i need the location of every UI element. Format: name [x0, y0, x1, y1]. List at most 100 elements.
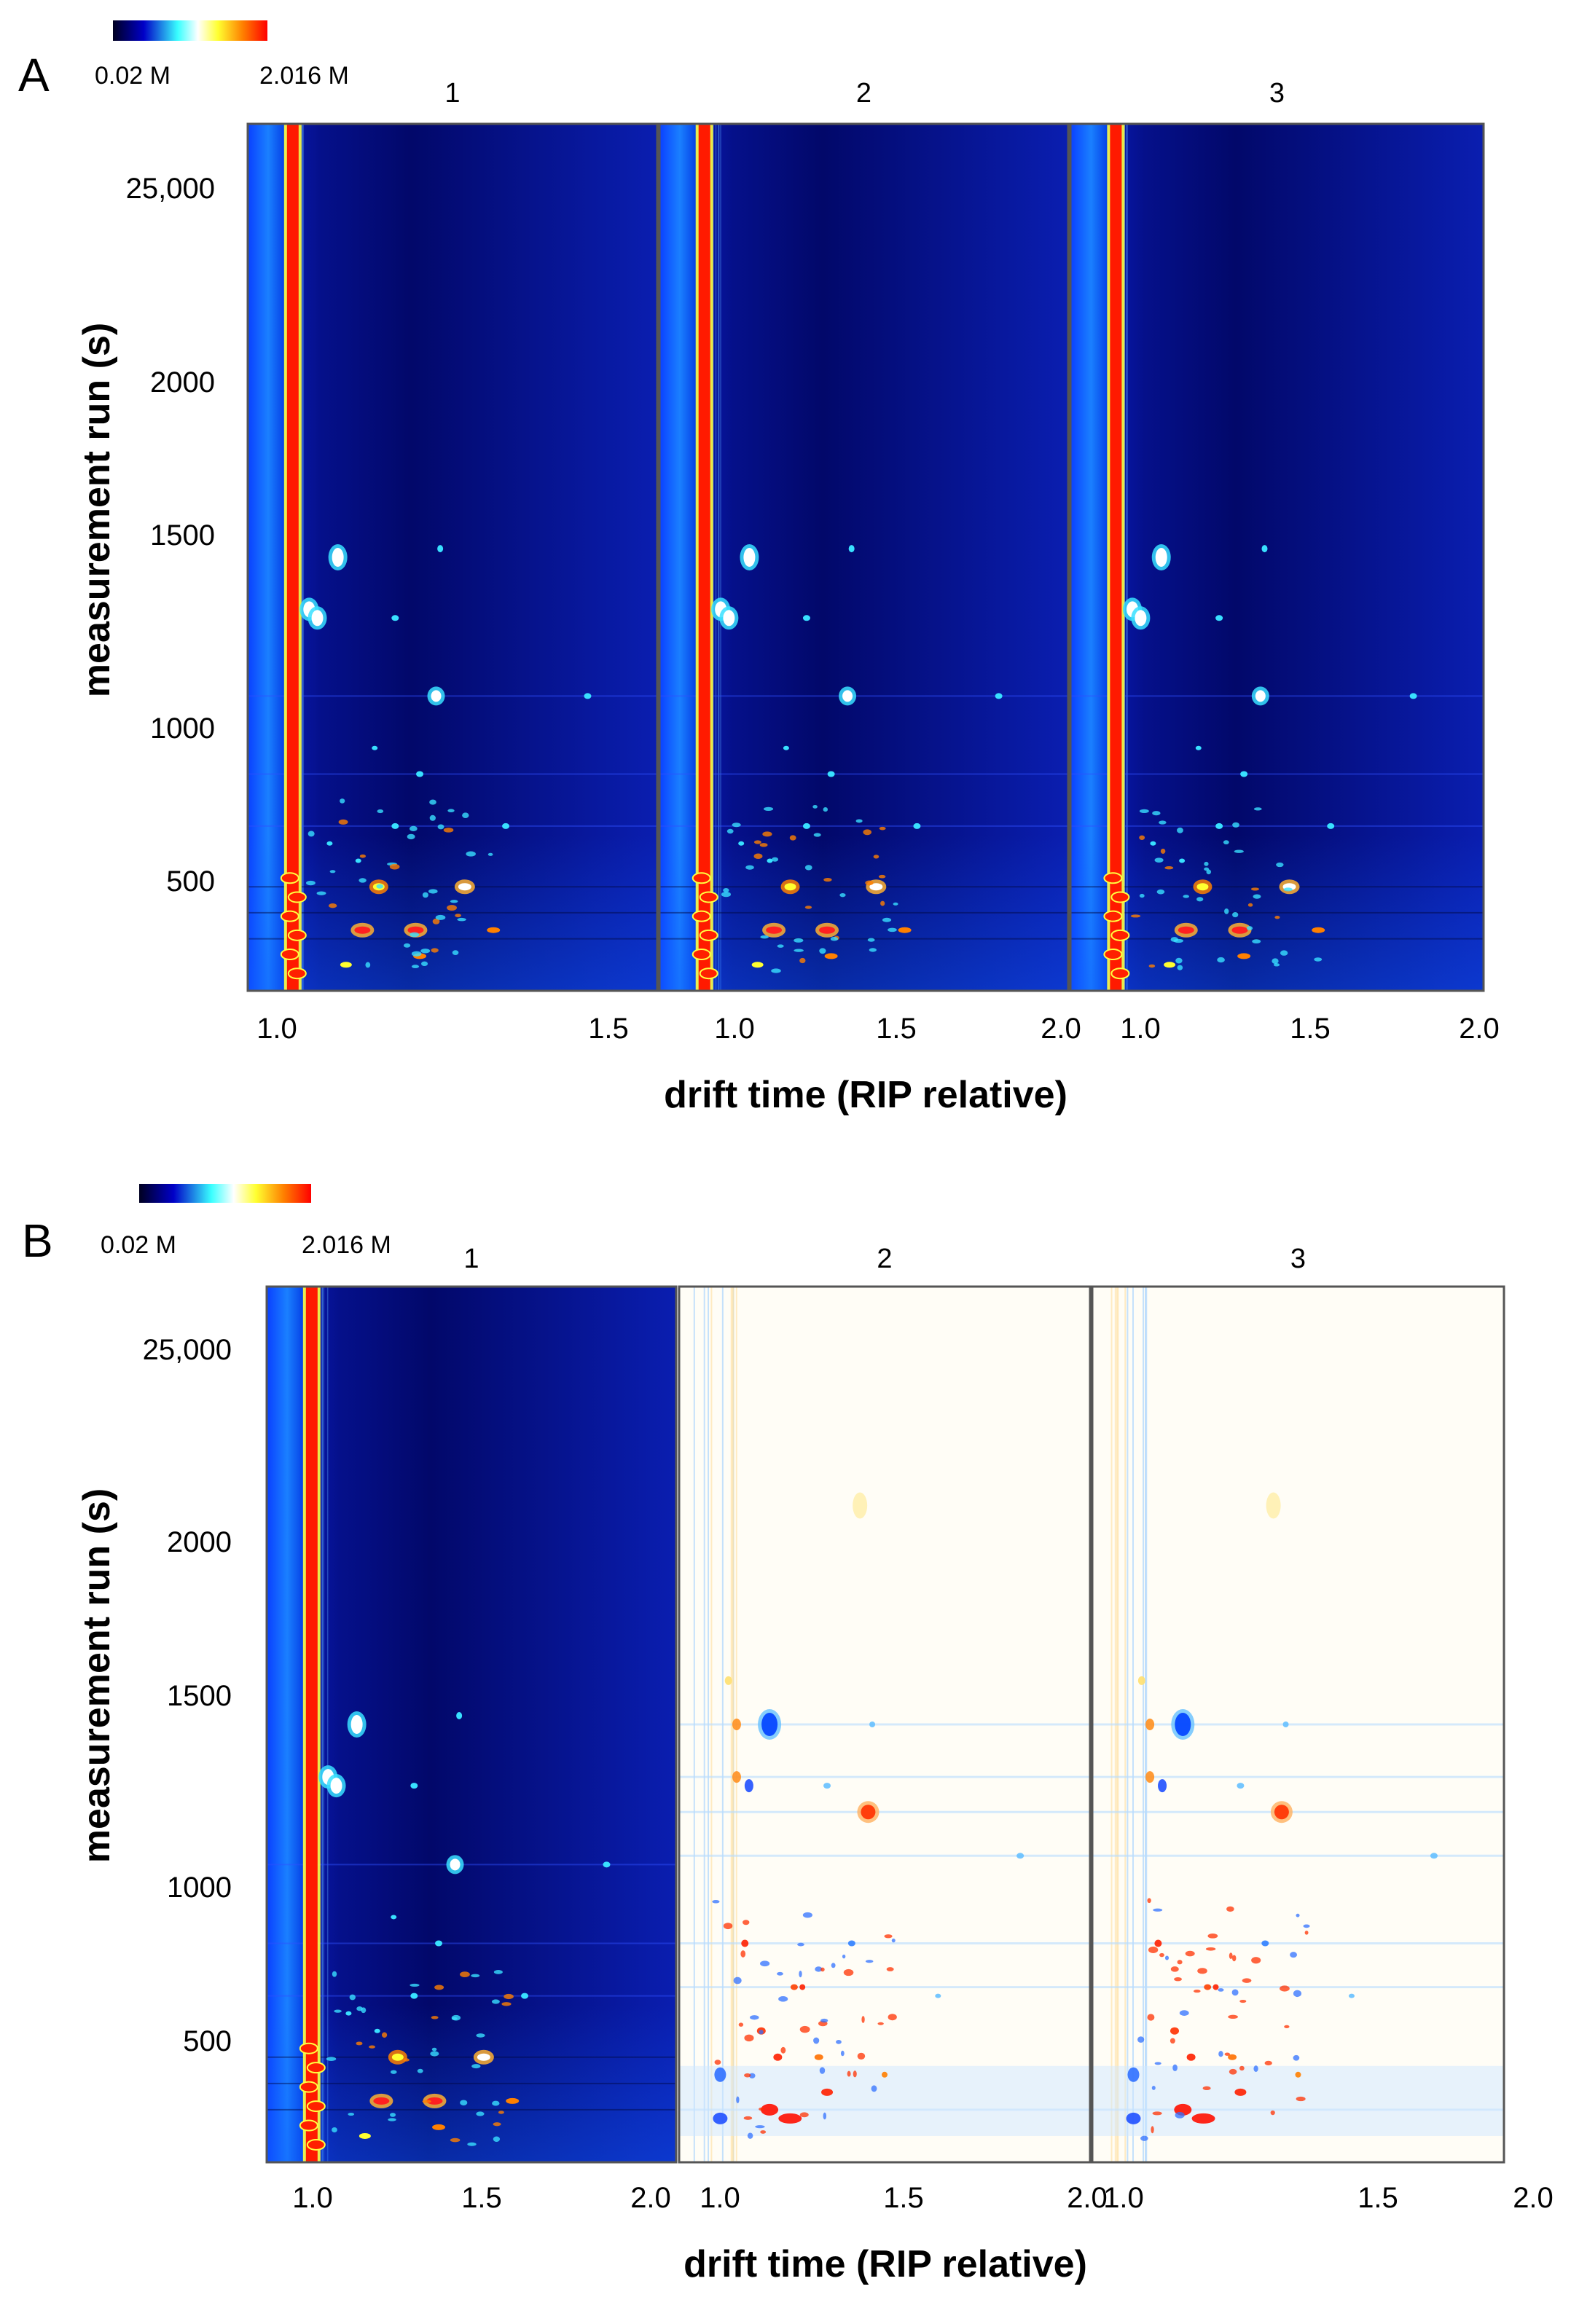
minor-spot [491, 1999, 500, 2004]
spot [790, 1984, 798, 1990]
minor-spot [1177, 827, 1183, 833]
minor-spot [1204, 861, 1209, 866]
minor-spot [1276, 862, 1284, 868]
subplot-frame [265, 1285, 678, 2164]
minor-spot [460, 2100, 468, 2106]
minor-spot [1303, 1924, 1310, 1928]
minor-spot [338, 819, 348, 825]
rip-node [692, 949, 711, 961]
rip-node [1110, 967, 1130, 980]
minor-spot [1177, 965, 1183, 970]
x-tick-label: 2.0 [1041, 1013, 1081, 1045]
minor-spot [714, 2060, 721, 2065]
spot [724, 1676, 732, 1685]
minor-spot [847, 2070, 851, 2077]
spot [345, 2011, 352, 2016]
minor-spot [348, 2112, 355, 2116]
spot [767, 858, 773, 863]
minor-spot [451, 2017, 458, 2020]
minor-spot [755, 2125, 765, 2129]
minor-spot [1205, 1947, 1216, 1951]
minor-spot [865, 880, 874, 886]
spot [1261, 1940, 1269, 1947]
minor-spot [390, 2070, 397, 2074]
minor-spot [888, 2014, 897, 2021]
spot [766, 926, 783, 934]
spot [1274, 1805, 1289, 1820]
minor-spot [437, 824, 444, 830]
minor-spot [450, 2137, 461, 2143]
spot [1126, 2112, 1141, 2124]
spot [332, 548, 344, 567]
spot [437, 545, 444, 553]
minor-spot [820, 2018, 828, 2023]
minor-spot [1247, 903, 1253, 907]
minor-spot [411, 951, 422, 957]
spot [1127, 2067, 1140, 2082]
spot [1295, 2071, 1301, 2078]
minor-spot [753, 853, 763, 860]
spot [372, 745, 378, 750]
minor-spot [1172, 2064, 1178, 2072]
spot [506, 2097, 520, 2104]
subplot-3: 3 [1069, 78, 1485, 992]
spot [1158, 1779, 1167, 1793]
x-tick-label: 1.5 [876, 1013, 917, 1045]
minor-spot [760, 1960, 770, 1967]
minor-spot [1252, 939, 1261, 944]
spot [391, 1915, 397, 1920]
spot [1186, 2053, 1196, 2061]
colorbar-min-label: 0.02 M [101, 1231, 176, 1259]
minor-spot [443, 828, 454, 833]
minor-spot [823, 2112, 827, 2120]
minor-spot [382, 2032, 388, 2038]
minor-spot [349, 1994, 356, 2001]
minor-spot [1218, 2051, 1223, 2057]
minor-spot [403, 943, 411, 948]
minor-spot [1314, 957, 1323, 962]
minor-spot [332, 2127, 337, 2133]
spot [799, 1984, 806, 1990]
x-tick-label: 1.5 [461, 2182, 502, 2214]
minor-spot [1174, 1976, 1182, 1982]
subplot-2: 2 [678, 1244, 1092, 2164]
panel-a: A 0.02 M 2.016 M 1 2 3 25,000 2000 1500 1000 500 1.… [18, 20, 1500, 1116]
spot [898, 927, 912, 933]
minor-spot [1284, 2025, 1290, 2029]
minor-spot [1228, 2014, 1238, 2019]
minor-spot [430, 2051, 439, 2057]
minor-spot [1177, 1960, 1183, 1965]
minor-spot [1202, 2086, 1211, 2091]
minor-spot [1253, 807, 1262, 811]
minor-spot [476, 2033, 485, 2038]
spot [1154, 1939, 1162, 1947]
minor-spot [329, 870, 336, 874]
minor-spot [1226, 1906, 1234, 1912]
spot [744, 1779, 753, 1793]
minor-spot [723, 1923, 733, 1930]
subplot-title: 2 [856, 78, 871, 109]
minor-spot [1148, 1946, 1159, 1953]
x-tick-label: 1.5 [1358, 2182, 1398, 2214]
spot [713, 2112, 728, 2124]
spot [1170, 2027, 1179, 2035]
spot [783, 745, 789, 750]
rip-node [1103, 910, 1123, 922]
minor-spot [501, 2002, 512, 2006]
minor-spot [777, 944, 784, 948]
minor-spot [493, 2136, 501, 2142]
colorbar-max-label: 2.016 M [259, 62, 349, 90]
panel-letter: B [22, 1214, 53, 1267]
minor-spot [369, 2045, 376, 2049]
minor-spot [1293, 2054, 1300, 2061]
spot [456, 1711, 463, 1719]
minor-spot [873, 855, 879, 859]
minor-spot [434, 1985, 444, 1990]
minor-spot [1273, 963, 1280, 967]
spot [1234, 2088, 1247, 2096]
minor-spot [831, 1963, 836, 1968]
rip-node [299, 2042, 318, 2054]
spot [761, 2103, 779, 2116]
spot [1191, 2113, 1215, 2124]
minor-spot [1152, 811, 1161, 816]
